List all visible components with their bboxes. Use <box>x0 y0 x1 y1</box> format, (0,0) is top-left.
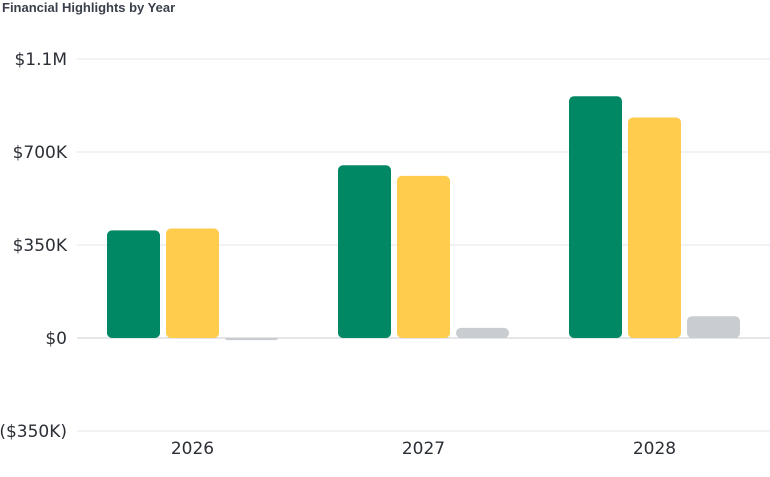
x-axis-category-labels: 2026 2027 2028 <box>171 439 676 459</box>
bar[interactable] <box>397 175 450 338</box>
bar[interactable] <box>338 165 391 338</box>
bar[interactable] <box>628 117 681 338</box>
bar[interactable] <box>225 338 278 341</box>
y-tick-label: ($350K) <box>0 422 67 442</box>
bar[interactable] <box>687 316 740 338</box>
bar[interactable] <box>456 327 509 338</box>
y-tick-label: $1.1M <box>14 50 67 70</box>
bar[interactable] <box>166 228 219 338</box>
x-category-label: 2027 <box>402 439 445 459</box>
chart-title: Financial Highlights by Year <box>2 0 176 15</box>
bars <box>107 96 740 341</box>
x-category-label: 2026 <box>171 439 214 459</box>
bar[interactable] <box>569 96 622 338</box>
y-tick-label: $700K <box>13 143 68 163</box>
y-tick-label: $0 <box>45 329 67 349</box>
bar[interactable] <box>107 230 160 338</box>
y-tick-label: $350K <box>13 236 68 256</box>
y-axis-tick-labels: $1.1M $700K $350K $0 ($350K) <box>0 50 68 442</box>
x-category-label: 2028 <box>633 439 676 459</box>
